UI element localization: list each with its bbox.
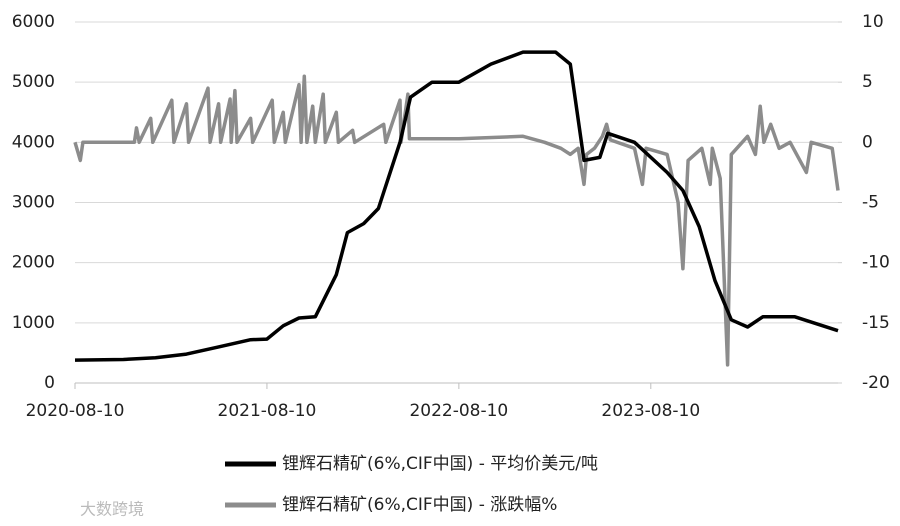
legend-label: 锂辉石精矿(6%,CIF中国) - 涨跌幅%	[282, 495, 557, 515]
y2-tick-label: -15	[862, 313, 890, 333]
x-tick-label: 2023-08-10	[601, 401, 700, 421]
line-series	[73, 74, 840, 367]
x-tick-label: 2021-08-10	[218, 401, 317, 421]
y-tick-label: 3000	[12, 193, 55, 213]
y2-tick-label: -10	[862, 253, 890, 273]
y2-tick-label: 10	[862, 12, 884, 32]
y2-tick-label: -20	[862, 373, 890, 393]
y-tick-label: 0	[44, 373, 55, 393]
y2-tick-label: 5	[862, 72, 873, 92]
y2-tick-label: -5	[862, 193, 879, 213]
y-tick-label: 4000	[12, 132, 55, 152]
y-tick-label: 1000	[12, 313, 55, 333]
y-tick-label: 5000	[12, 72, 55, 92]
legend-label: 锂辉石精矿(6%,CIF中国) - 平均价美元/吨	[282, 454, 598, 474]
x-tick-label: 2022-08-10	[409, 401, 508, 421]
y2-tick-label: 0	[862, 132, 873, 152]
watermark: 大数跨境	[80, 500, 144, 519]
y-tick-label: 2000	[12, 253, 55, 273]
x-tick-label: 2020-08-10	[26, 401, 125, 421]
line-series	[74, 50, 839, 362]
y-tick-label: 6000	[12, 12, 55, 32]
